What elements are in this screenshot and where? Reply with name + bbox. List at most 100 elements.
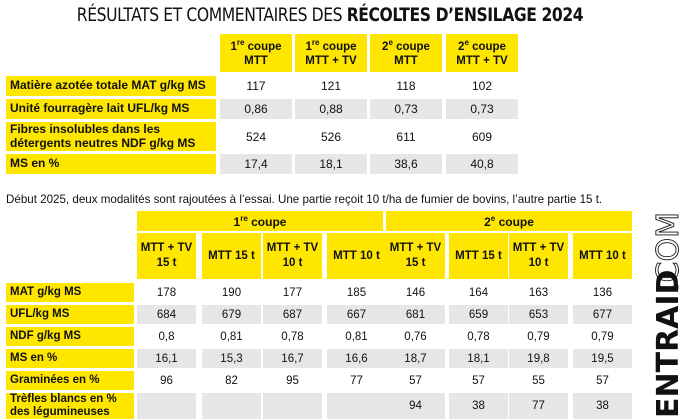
table1-cell: 121 <box>320 79 342 93</box>
table2-cell: 687 <box>263 305 322 324</box>
table2-cell: 55 <box>532 374 545 387</box>
intro-text: Début 2025, deux modalités sont rajoutée… <box>6 193 603 206</box>
table2-row-label: UFL/kg MS <box>6 305 134 324</box>
header-line1: MTT 15 t <box>208 249 255 262</box>
header-line1: MTT + TV <box>389 242 442 255</box>
table2-cell: 681 <box>386 305 445 324</box>
table1-cell: 117 <box>246 79 266 93</box>
table1-cell: 118 <box>396 79 416 93</box>
table2-cell: 653 <box>509 305 568 324</box>
header-line1: MTT 10 t <box>579 249 626 262</box>
group-label: 1re coupe <box>233 213 287 229</box>
table2-cell: 677 <box>573 305 632 324</box>
table1-header-text: 2e coupe MTT + TV <box>456 38 507 69</box>
table2-cell: 0,79 <box>527 330 550 343</box>
table2-header: MTT + TV 15 t <box>386 233 445 279</box>
table2-cell: 16,7 <box>263 349 322 368</box>
table1-header-text: 1re coupe MTT + TV <box>305 38 356 69</box>
table2-header-text: MTT 15 t <box>455 249 502 264</box>
table1-cell: 0,73 <box>446 99 518 119</box>
logo-text-light: .COM <box>652 212 686 292</box>
table1-row-label: Matière azotée totale MAT g/kg MS <box>6 76 216 96</box>
header-line1: MTT + TV <box>512 242 565 255</box>
title-light: RÉSULTATS ET COMMENTAIRES DES <box>76 4 347 26</box>
table1-cell: 102 <box>471 79 493 93</box>
table2-header: MTT 15 t <box>202 233 261 279</box>
table2-cell: 0,76 <box>404 330 427 343</box>
table1-cell: 38,6 <box>370 154 442 174</box>
table2-cell <box>137 393 196 419</box>
table2-cell: 0,81 <box>220 330 243 343</box>
table2-cell: 0,78 <box>281 330 304 343</box>
table2-cell: 19,5 <box>573 349 632 368</box>
table2-cell: 0,8 <box>158 330 175 343</box>
table2-header-text: MTT 15 t <box>208 249 255 264</box>
header-line2: MTT <box>394 54 418 67</box>
table2-header: MTT 10 t <box>573 233 632 279</box>
table2-row-label: MAT g/kg MS <box>6 283 134 302</box>
table2-cell <box>327 393 386 419</box>
table2-cell: 57 <box>472 374 485 387</box>
table2-header: MTT + TV 10 t <box>509 233 568 279</box>
table2-cell: 96 <box>160 374 173 387</box>
table2-cell: 18,1 <box>449 349 508 368</box>
table2-cell: 57 <box>596 374 609 387</box>
table2-header: MTT + TV 15 t <box>137 233 196 279</box>
table2-cell: 57 <box>409 374 422 387</box>
table1-row-label: Unité fourragère lait UFL/kg MS <box>6 99 216 119</box>
table2-cell: 0,79 <box>591 330 614 343</box>
table1-cell: 17,4 <box>220 154 292 174</box>
table2-header: MTT + TV 10 t <box>263 233 322 279</box>
header-line1: MTT 15 t <box>455 249 502 262</box>
table2-cell: 0,81 <box>345 330 368 343</box>
table2-cell: 18,7 <box>386 349 445 368</box>
table1-header: 2e coupe MTT + TV <box>446 34 518 72</box>
header-line1: 2e coupe <box>458 37 506 53</box>
table1-cell: 611 <box>396 129 416 144</box>
table2-cell: 177 <box>282 286 303 299</box>
table2-cell: 0,78 <box>467 330 490 343</box>
table2-header-text: MTT + TV 15 t <box>390 241 441 271</box>
page-title: RÉSULTATS ET COMMENTAIRES DES RÉCOLTES D… <box>59 4 600 26</box>
header-line2: 10 t <box>282 257 303 269</box>
table2-header-text: MTT 10 t <box>333 249 380 264</box>
table1-header: 1re coupe MTT <box>220 34 292 72</box>
table2-cell: 15,3 <box>202 349 261 368</box>
table2-cell: 38 <box>449 393 508 419</box>
table2-row-label: MS en % <box>6 349 134 368</box>
table2-cell <box>263 393 322 419</box>
table2-cell: 19,8 <box>509 349 568 368</box>
table2-cell: 77 <box>350 374 363 387</box>
table1-cell: 0,73 <box>370 99 442 119</box>
table2-cell: 94 <box>386 393 445 419</box>
table2-cell: 77 <box>509 393 568 419</box>
group-label: 2e coupe <box>484 213 534 229</box>
header-line2: MTT + TV <box>305 54 357 67</box>
table2-row-label: NDF g/kg MS <box>6 327 134 346</box>
table2-cell: 684 <box>137 305 196 324</box>
table2-cell: 16,1 <box>137 349 196 368</box>
logo-text-bold: ENTRAID <box>652 270 686 418</box>
header-line2: 15 t <box>156 257 177 269</box>
entraid-logo: ENTRAID .COM <box>652 210 700 420</box>
table2-header-text: MTT + TV 10 t <box>513 241 564 271</box>
table1-header: 2e coupe MTT <box>370 34 442 72</box>
table2-cell: 163 <box>528 286 549 299</box>
header-line1: MTT 10 t <box>333 249 380 262</box>
header-line2: MTT + TV <box>456 54 508 67</box>
table2-header-text: MTT + TV 15 t <box>141 241 192 271</box>
table1-cell: 609 <box>471 129 493 144</box>
table2-cell: 679 <box>202 305 261 324</box>
table2-header: MTT 10 t <box>327 233 386 279</box>
table1-cell: 40,8 <box>446 154 518 174</box>
table1-row-label: MS en % <box>6 154 216 174</box>
table2-header-text: MTT + TV 10 t <box>267 241 318 271</box>
table2-cell: 146 <box>405 286 426 299</box>
table2-row-label: Trèfles blancs en % des légumineuses <box>6 393 134 419</box>
table2-cell: 136 <box>592 286 613 299</box>
table1-cell: 18,1 <box>295 154 367 174</box>
table2-cell: 95 <box>286 374 299 387</box>
table2-group-header: 1re coupe <box>137 211 383 231</box>
table2-row-label: Graminées en % <box>6 371 134 390</box>
table2-cell <box>202 393 261 419</box>
